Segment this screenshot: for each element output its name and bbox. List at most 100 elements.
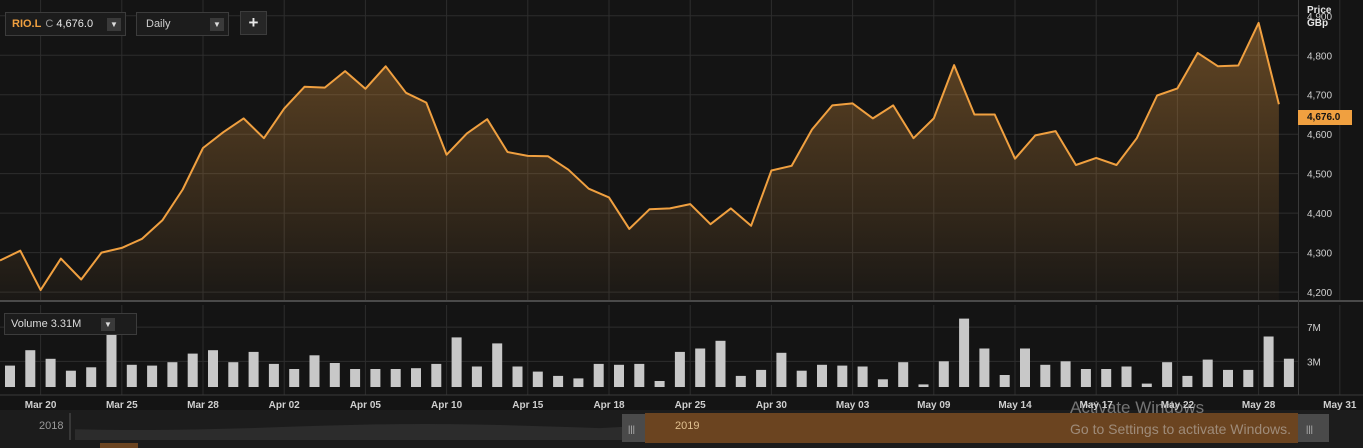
volume-value: 3.31M: [50, 318, 82, 330]
volume-bar: [715, 340, 726, 387]
volume-selector[interactable]: Volume 3.31M ▼: [4, 313, 137, 335]
date-tick-label: May 14: [998, 400, 1032, 411]
price-tick-label: 4,700: [1307, 91, 1332, 102]
volume-bar: [1263, 336, 1274, 387]
volume-bar: [1202, 359, 1213, 387]
panel-dividers: [0, 0, 1363, 396]
left-handle-grip: |||: [628, 424, 635, 434]
last-price-tag: 4,676.0: [1298, 110, 1352, 125]
volume-bar: [1020, 348, 1030, 387]
volume-bar: [837, 365, 848, 387]
volume-bar: [735, 375, 746, 387]
volume-bar: [45, 358, 56, 387]
volume-bar: [695, 348, 706, 387]
date-tick-label: Apr 10: [431, 400, 463, 411]
price-tick-label: 4,600: [1307, 130, 1332, 141]
timeline-navigator[interactable]: 2018 2019 ||| |||: [0, 410, 1363, 448]
price-tick-label: 4,300: [1307, 249, 1332, 260]
volume-bar: [1060, 361, 1071, 387]
chevron-down-icon[interactable]: ▼: [101, 318, 115, 331]
add-study-button[interactable]: +: [240, 11, 267, 35]
date-tick-label: May 03: [836, 400, 870, 411]
volume-bar: [1040, 364, 1051, 387]
volume-bar: [674, 351, 685, 387]
date-axis-ticks: Mar 20 Mar 25 Mar 28 Apr 02 Apr 05 Apr 10 Apr …: [25, 400, 1357, 411]
price-tick-label: 4,500: [1307, 170, 1332, 181]
volume-bar: [431, 363, 442, 387]
chevron-down-icon[interactable]: ▼: [107, 18, 121, 31]
navigator-selection[interactable]: [645, 413, 1298, 443]
right-handle-grip: |||: [1306, 424, 1313, 434]
volume-bar: [411, 368, 421, 387]
price-tick-label: 4,400: [1307, 209, 1332, 220]
price-axis-title: Price GBp: [1307, 4, 1331, 30]
volume-bar: [532, 371, 543, 387]
volume-bar: [492, 343, 503, 387]
volume-axis-ticks: 7M 3M: [1307, 323, 1321, 368]
volume-bar: [86, 367, 97, 387]
volume-bar: [553, 375, 564, 387]
navigator-year-2018: 2018: [39, 420, 63, 432]
volume-label: Volume: [11, 318, 48, 330]
date-tick-label: Mar 20: [25, 400, 57, 411]
volume-bar: [350, 369, 361, 387]
navigator-right-handle[interactable]: [1298, 414, 1329, 442]
volume-bar: [654, 381, 665, 387]
volume-bar: [451, 337, 462, 387]
price-axis-title-line1: Price: [1307, 5, 1332, 16]
volume-bar: [309, 355, 320, 387]
volume-bar: [1283, 358, 1294, 387]
activation-watermark-text: Go to Settings to activate Windows.: [1070, 421, 1291, 437]
volume-bar: [167, 362, 178, 387]
volume-bar: [918, 384, 929, 387]
volume-bar: [999, 375, 1010, 387]
volume-bar: [776, 352, 787, 387]
date-tick-label: Apr 25: [675, 400, 707, 411]
volume-bar: [1141, 383, 1152, 387]
date-tick-label: Mar 28: [187, 400, 219, 411]
volume-tick-label: 3M: [1307, 357, 1321, 368]
volume-bar: [938, 361, 949, 387]
interval-selector[interactable]: Daily ▼: [136, 12, 229, 36]
date-tick-label: May 31: [1323, 400, 1357, 411]
date-tick-label: May 17: [1080, 400, 1114, 411]
volume-bar: [959, 318, 970, 387]
date-tick-label: May 22: [1161, 400, 1195, 411]
date-tick-label: Apr 18: [593, 400, 625, 411]
volume-bar: [126, 364, 137, 387]
volume-bar: [634, 363, 645, 387]
ticker-symbol: RIO.L: [12, 18, 42, 30]
navigator-scroll-thumb[interactable]: [100, 443, 138, 448]
volume-bar: [1243, 369, 1254, 387]
volume-bar: [614, 364, 624, 387]
close-value: 4,676.0: [56, 18, 94, 30]
volume-bar: [796, 370, 807, 387]
volume-bar: [512, 366, 523, 387]
volume-bar: [147, 365, 158, 387]
price-axis-ticks: 4,900 4,800 4,700 4,600 4,500 4,400 4,300 4,200: [1307, 12, 1332, 299]
chevron-down-icon[interactable]: ▼: [210, 18, 224, 31]
volume-bar: [25, 350, 36, 387]
volume-bar: [106, 334, 117, 387]
volume-bar: [65, 370, 76, 387]
price-axis-title-line2: GBp: [1307, 18, 1329, 29]
price-tick-label: 4,800: [1307, 51, 1332, 62]
symbol-selector[interactable]: RIO.L C 4,676.0 ▼: [5, 12, 126, 36]
volume-bar: [329, 363, 340, 387]
volume-bar: [573, 378, 584, 387]
volume-bar: [208, 350, 218, 387]
navigator-year-2019: 2019: [675, 420, 699, 432]
volume-bar: [471, 366, 482, 387]
price-tick-label: 4,200: [1307, 288, 1332, 299]
date-tick-label: Apr 02: [269, 400, 301, 411]
volume-bar: [5, 365, 15, 387]
volume-bar: [268, 363, 279, 387]
volume-bar: [289, 369, 300, 387]
volume-bar: [228, 362, 239, 387]
close-label: C: [45, 18, 54, 30]
navigator-left-handle[interactable]: [622, 414, 645, 442]
date-tick-label: Apr 15: [512, 400, 544, 411]
volume-bar: [390, 369, 401, 387]
price-tick-label: 4,900: [1307, 12, 1332, 23]
volume-bar: [857, 366, 868, 387]
